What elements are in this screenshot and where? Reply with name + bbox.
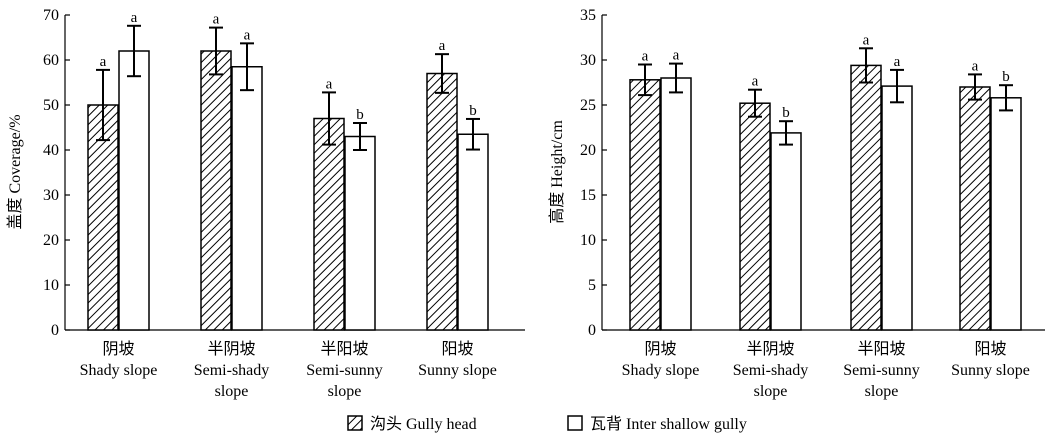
height-chart: 0 5 10 15 20 25 30 35 高度 Height/cm a a 阴坡 Shady slop… <box>548 7 1045 400</box>
bar-inter-shallow-gully <box>231 66 263 331</box>
category-label: 半阳坡 <box>857 340 905 358</box>
y-tick-label: 5 <box>588 277 596 294</box>
category-label: Semi-sunny <box>306 362 382 379</box>
y-tick-label: 30 <box>580 52 596 69</box>
category-label: Semi-shady <box>194 362 270 379</box>
bar-inter-shallow-gully <box>770 132 802 331</box>
category-label: Shady slope <box>80 362 158 379</box>
bar-gully-head <box>959 86 991 331</box>
y-tick-label: 40 <box>43 142 59 159</box>
category-label: 阳坡 <box>441 340 473 358</box>
y-tick-label: 20 <box>43 232 59 249</box>
y-tick-label: 15 <box>580 187 596 204</box>
bar-inter-shallow-gully <box>881 85 913 331</box>
category-label: slope <box>215 383 249 400</box>
legend-swatch-inter-shallow-gully <box>567 415 583 431</box>
bar-inter-shallow-gully <box>457 133 489 331</box>
y-tick-label: 30 <box>43 187 59 204</box>
significance-letter: a <box>972 58 979 74</box>
category-label: Sunny slope <box>951 362 1030 379</box>
bar-gully-head <box>426 72 458 331</box>
significance-letter: b <box>469 103 477 119</box>
y-tick-label: 50 <box>43 97 59 114</box>
bar-gully-head <box>200 50 232 331</box>
significance-letter: a <box>673 48 680 64</box>
legend-label-gully-head: 沟头 Gully head <box>370 415 477 433</box>
significance-letter: a <box>213 12 220 28</box>
y-axis-label: 盖度 Coverage/% <box>6 114 24 229</box>
legend: 沟头 Gully head 瓦背 Inter shallow gully <box>347 415 747 433</box>
significance-letter: a <box>439 38 446 54</box>
bar-inter-shallow-gully <box>344 135 376 331</box>
legend-swatch-gully-head <box>347 415 363 431</box>
significance-letter: a <box>642 49 649 65</box>
y-axis-label: 高度 Height/cm <box>548 120 566 224</box>
significance-letter: a <box>752 74 759 90</box>
bar-gully-head <box>313 117 345 331</box>
significance-letter: a <box>326 76 333 92</box>
bar-gully-head <box>850 64 882 331</box>
y-tick-label: 70 <box>43 7 59 24</box>
y-tick-label: 0 <box>588 322 596 339</box>
legend-label-inter-shallow-gully: 瓦背 Inter shallow gully <box>590 415 747 433</box>
bar-inter-shallow-gully <box>660 77 692 331</box>
category-label: 半阴坡 <box>207 340 255 358</box>
significance-letter: b <box>782 105 790 121</box>
bar-inter-shallow-gully <box>118 50 150 331</box>
significance-letter: b <box>1002 69 1010 85</box>
y-tick-label: 35 <box>580 7 596 24</box>
category-label: slope <box>328 383 362 400</box>
category-label: 半阴坡 <box>746 340 794 358</box>
significance-letter: b <box>356 107 364 123</box>
y-tick-label: 25 <box>580 97 596 114</box>
significance-letter: a <box>244 27 251 43</box>
category-label: slope <box>754 383 788 400</box>
category-label: 阴坡 <box>102 340 134 358</box>
y-tick-label: 10 <box>43 277 59 294</box>
category-label: 阴坡 <box>644 340 676 358</box>
coverage-chart: 0 10 20 30 40 50 60 70 盖度 Coverage/% a a 阴坡 Shady sl… <box>6 7 525 400</box>
bar-gully-head <box>739 102 771 331</box>
bar-inter-shallow-gully <box>990 97 1022 331</box>
significance-letter: a <box>100 54 107 70</box>
category-label: 阳坡 <box>974 340 1006 358</box>
significance-letter: a <box>894 54 901 70</box>
category-label: Semi-sunny <box>843 362 919 379</box>
category-label: slope <box>865 383 899 400</box>
y-tick-label: 20 <box>580 142 596 159</box>
bar-gully-head <box>629 79 661 331</box>
y-tick-label: 10 <box>580 232 596 249</box>
significance-letter: a <box>863 32 870 48</box>
category-label: 半阳坡 <box>320 340 368 358</box>
category-label: Sunny slope <box>418 362 497 379</box>
significance-letter: a <box>131 10 138 26</box>
category-label: Semi-shady <box>733 362 809 379</box>
category-label: Shady slope <box>622 362 700 379</box>
y-tick-label: 0 <box>51 322 59 339</box>
y-tick-label: 60 <box>43 52 59 69</box>
